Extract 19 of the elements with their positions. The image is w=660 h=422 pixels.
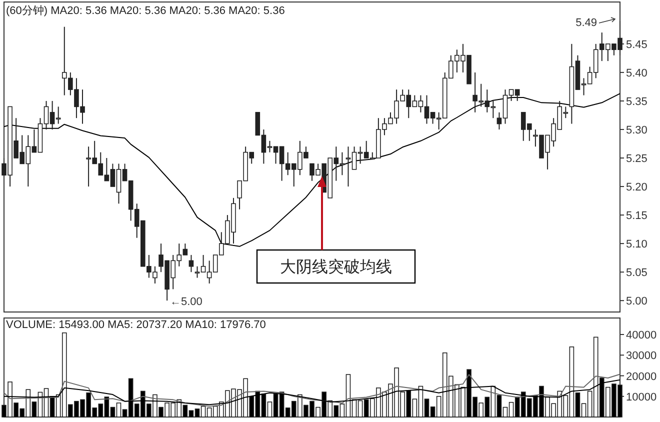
y-tick-label: 5.20 — [626, 182, 648, 194]
chart-title: (60分钟) MA20: 5.36 MA20: 5.36 MA20: 5.36 MA20: 5.36 — [6, 5, 285, 17]
y-tick-label: 5.25 — [626, 153, 648, 165]
y-tick-label: 5.05 — [626, 267, 648, 280]
y-tick-label: 5.15 — [626, 210, 648, 222]
annotation: 大阴线突破均线 — [280, 258, 392, 276]
y-tick-label: 5.30 — [626, 124, 648, 136]
y-tick-label: 30000 — [626, 350, 657, 362]
annotation: ←5.00 — [170, 296, 202, 308]
chart-title: VOLUME: 15493.00 MA5: 20737.20 MA10: 17976.70 — [6, 319, 266, 331]
y-tick-label: 5.45 — [626, 38, 648, 51]
y-tick-label: 5.10 — [626, 238, 648, 251]
y-tick-label: 5.40 — [626, 67, 648, 80]
y-tick-label: 40000 — [626, 330, 657, 342]
y-tick-label: 10000 — [626, 391, 657, 404]
y-tick-label: 20000 — [626, 370, 657, 383]
y-tick-label: 5.00 — [626, 296, 648, 308]
annotation: 5.49 — [576, 17, 597, 29]
y-tick-label: 5.35 — [626, 96, 648, 108]
